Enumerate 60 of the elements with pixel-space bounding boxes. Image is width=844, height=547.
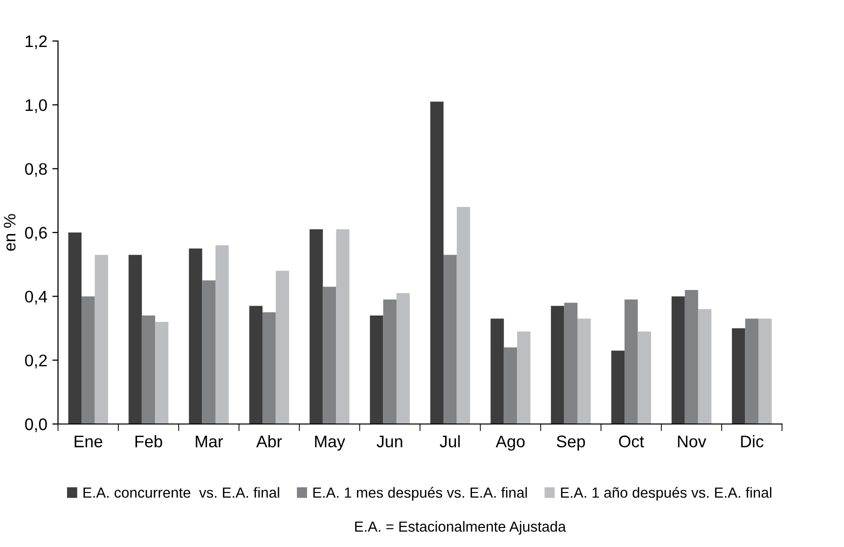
bar	[517, 331, 530, 424]
bar	[276, 270, 290, 424]
bar	[188, 248, 202, 424]
bar	[383, 300, 396, 424]
y-tick-label: 0,6	[25, 226, 47, 241]
bar	[504, 347, 518, 424]
bar	[396, 293, 410, 424]
x-tick-label: May	[315, 436, 346, 451]
x-tick-label: Jul	[440, 435, 460, 448]
x-tick-label: Mar	[196, 436, 223, 448]
y-tick-label: 0,0	[25, 418, 47, 432]
legend-label: E.A. 1 mes después vs. E.A. final	[313, 486, 527, 501]
bar	[732, 328, 746, 424]
bar	[82, 296, 95, 424]
bar	[336, 229, 350, 424]
bar	[155, 322, 168, 424]
bar	[142, 315, 156, 424]
bar	[370, 315, 384, 424]
x-tick-label: Oct	[618, 436, 644, 448]
bar	[611, 350, 625, 424]
bar	[745, 318, 758, 424]
x-tick-label: Abr	[256, 435, 282, 448]
bar	[490, 318, 504, 424]
y-tick-label: 0,8	[25, 163, 47, 177]
bar	[550, 306, 564, 424]
bar	[564, 302, 578, 424]
x-tick-label: Dic	[741, 435, 764, 448]
bar	[215, 245, 229, 424]
bar	[638, 331, 652, 424]
bar	[672, 296, 685, 424]
y-tick-label: 0,2	[25, 354, 47, 368]
bar	[322, 286, 336, 424]
x-tick-label: Sep	[556, 436, 585, 451]
x-tick-label: Nov	[678, 436, 706, 448]
bar	[456, 206, 470, 424]
bar	[68, 232, 82, 424]
bar	[684, 290, 698, 424]
y-axis-title: en %	[4, 214, 16, 251]
x-tick-label: Feb	[136, 435, 162, 448]
bar	[430, 102, 444, 424]
y-tick-label: 1,2	[26, 35, 47, 50]
x-tick-label: Ago	[496, 436, 525, 451]
bar	[262, 312, 276, 424]
bar	[444, 254, 457, 424]
bar	[128, 254, 142, 424]
x-tick-label: Ene	[74, 436, 102, 448]
x-tick-label: Jun	[376, 436, 402, 448]
bar	[624, 300, 638, 424]
y-tick-label: 1,0	[26, 99, 47, 114]
legend-label: E.A. concurrente vs. E.A. final	[84, 487, 280, 498]
text: E.A. = Estacionalmente Ajustada	[355, 521, 566, 535]
bar	[249, 306, 263, 424]
bar	[698, 309, 712, 424]
bar	[310, 229, 323, 424]
bar	[94, 254, 108, 424]
legend-label: E.A. 1 año después vs. E.A. final	[561, 486, 772, 501]
y-tick-label: 0,4	[25, 290, 48, 305]
bar	[758, 318, 772, 424]
bar	[202, 280, 216, 424]
bar	[577, 318, 591, 424]
